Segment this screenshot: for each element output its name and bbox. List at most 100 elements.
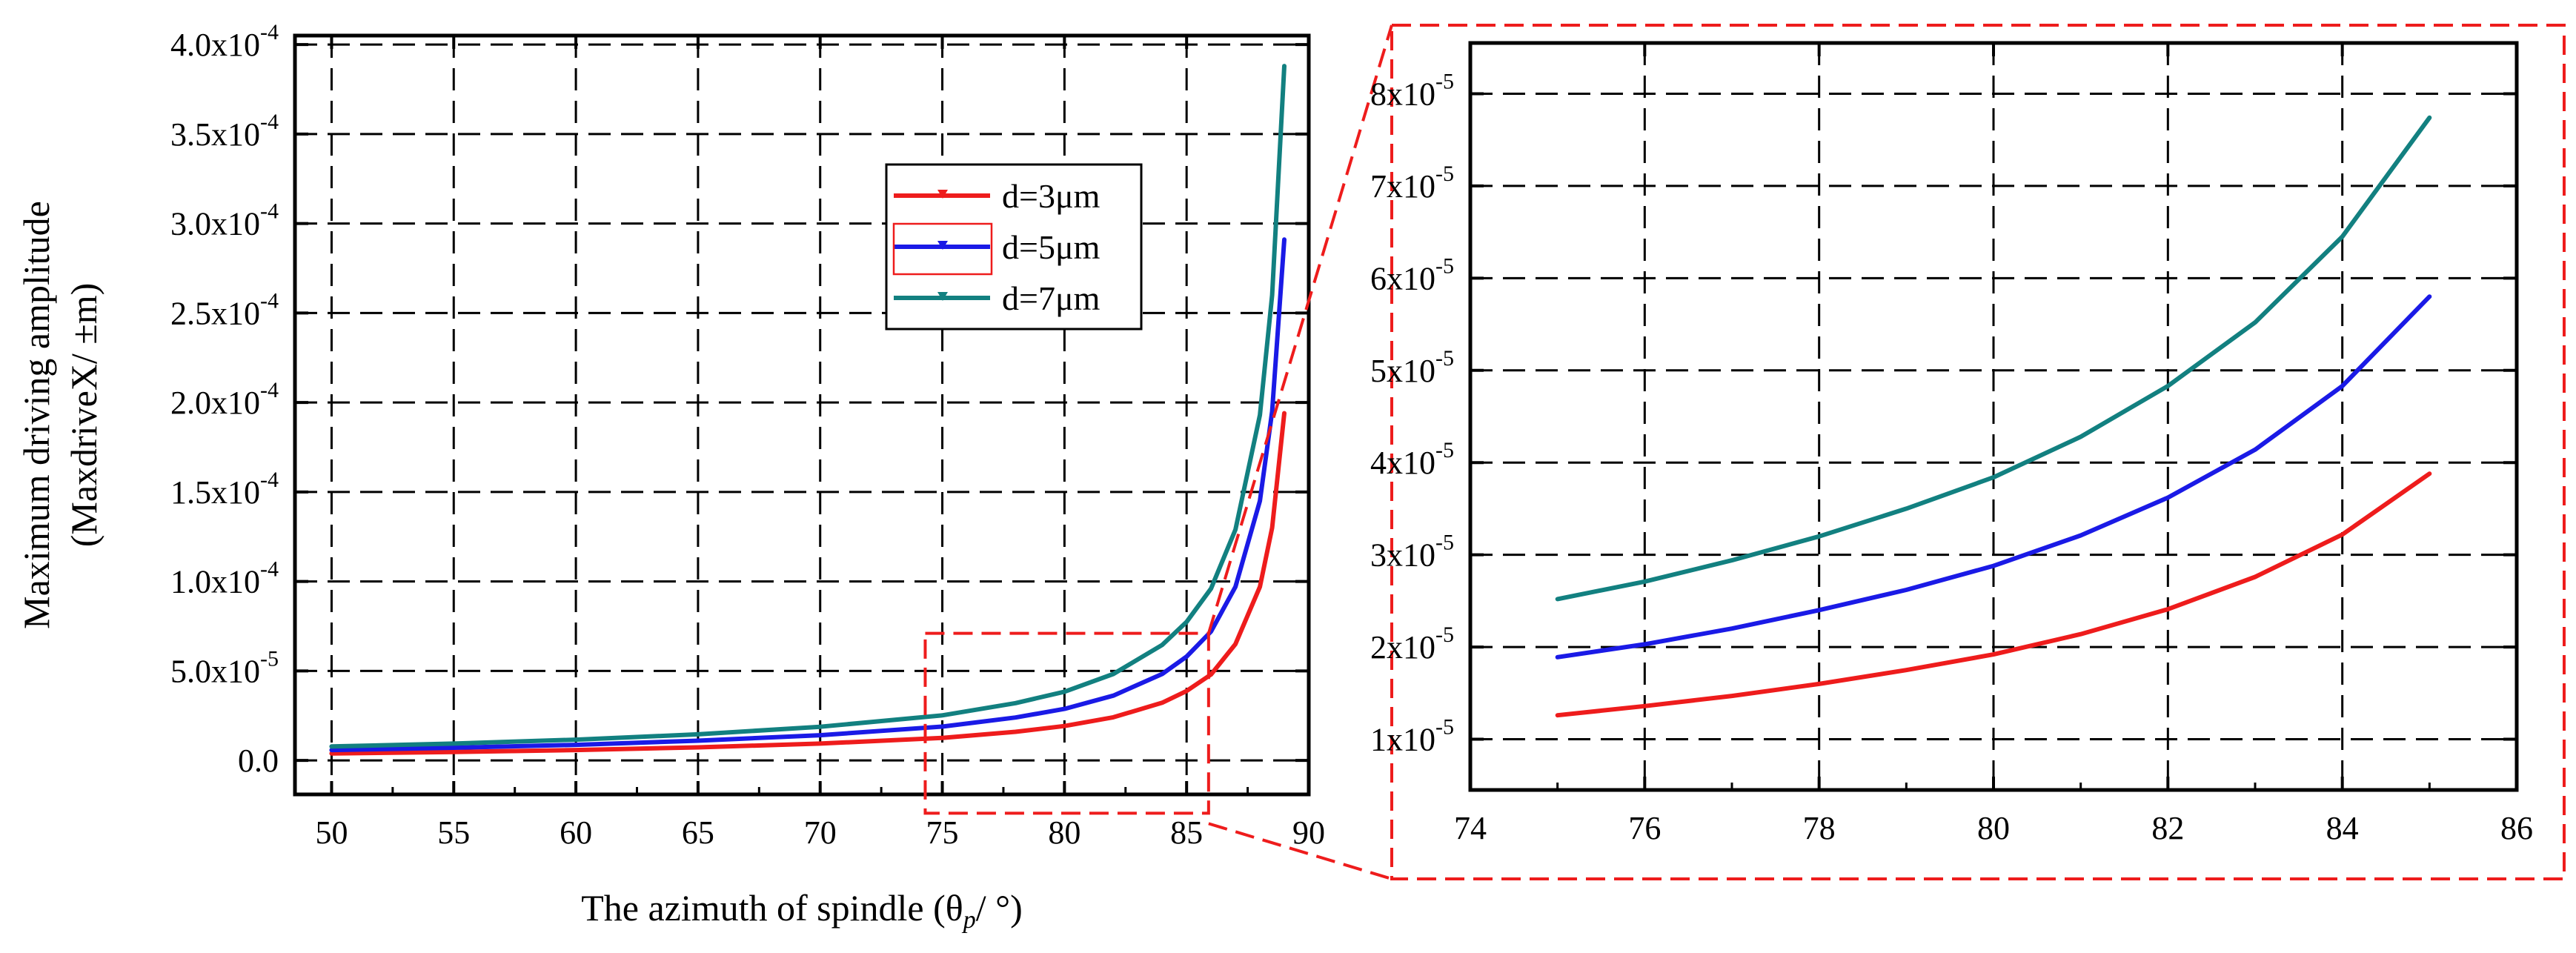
x-tick-label: 80 — [1048, 814, 1080, 851]
legend-marker-d7 — [937, 292, 948, 301]
y-tick-exponent: -5 — [260, 646, 279, 671]
series-line-d7 — [329, 64, 1287, 749]
y-tick-mantissa: 5.0x10 — [170, 653, 260, 689]
y-tick-exponent: -5 — [1435, 438, 1454, 462]
x-tick-label: 80 — [1977, 810, 2010, 846]
y-tick-exponent: -5 — [1435, 622, 1454, 647]
x-tick-label: 90 — [1292, 814, 1325, 851]
inset-frame — [1390, 24, 2566, 880]
main-grid — [295, 36, 1309, 794]
x-tick-label: 74 — [1454, 810, 1487, 846]
zoom-connector-bottom — [1208, 822, 1392, 880]
main-x-axis-title: The azimuth of spindle (θp/ °) — [581, 887, 1023, 934]
y-tick-label: 2.0x10-4 — [170, 378, 279, 421]
y-tick-label: 1.0x10-4 — [170, 557, 279, 600]
y-tick-label: 4.0x10-4 — [170, 20, 279, 63]
x-tick-label: 60 — [560, 814, 592, 851]
y-tick-mantissa: 4x10 — [1370, 445, 1435, 481]
y-tick-exponent: -5 — [1435, 69, 1454, 93]
y-tick-label: 3.0x10-4 — [170, 199, 279, 242]
zoom-x-tick-labels: 74 76 78 80 82 84 86 — [1454, 810, 2533, 846]
y-tick-label: 8x10-5 — [1370, 69, 1454, 112]
y-tick-exponent: -4 — [260, 199, 279, 224]
y-tick-label: 2.5x10-4 — [170, 288, 279, 331]
y-tick-label: 3.5x10-4 — [170, 110, 279, 153]
legend-label-d7: d=7μm — [1002, 279, 1101, 317]
y-tick-label: 0.0 — [238, 743, 279, 779]
y-tick-exponent: -5 — [1435, 715, 1454, 740]
x-axis-title-subscript: p — [962, 906, 976, 934]
main-y-axis-title-line2: (MaxdriveX/ ±m) — [63, 283, 104, 548]
x-tick-label: 85 — [1170, 814, 1203, 851]
y-tick-label: 6x10-5 — [1370, 253, 1454, 296]
y-tick-exponent: -5 — [1435, 253, 1454, 278]
y-tick-label: 3x10-5 — [1370, 531, 1454, 574]
y-tick-label: 5x10-5 — [1370, 346, 1454, 389]
y-tick-exponent: -5 — [1435, 346, 1454, 371]
y-tick-mantissa: 2x10 — [1370, 629, 1435, 665]
series-line-d3 — [1555, 471, 2432, 718]
x-tick-label: 65 — [682, 814, 714, 851]
y-tick-exponent: -5 — [1435, 531, 1454, 555]
x-tick-label: 55 — [437, 814, 470, 851]
y-tick-mantissa: 2.5x10 — [170, 295, 260, 331]
zoom-grid — [1470, 43, 2517, 790]
zoom-series — [1555, 115, 2432, 718]
main-y-tick-labels: 0.05.0x10-51.0x10-41.5x10-42.0x10-42.5x1… — [170, 20, 279, 779]
y-tick-mantissa: 5x10 — [1370, 353, 1435, 389]
x-tick-label: 70 — [804, 814, 837, 851]
zoom-ticks — [1469, 43, 2518, 790]
y-tick-mantissa: 3.5x10 — [170, 116, 260, 153]
series-line-d5 — [329, 237, 1287, 753]
y-tick-mantissa: 8x10 — [1370, 76, 1435, 112]
series-line-d3 — [329, 411, 1287, 756]
x-tick-label: 82 — [2151, 810, 2184, 846]
legend-marker-d3 — [937, 190, 948, 199]
zoom-region-box — [923, 631, 1210, 815]
main-x-tick-labels: 50 55 60 65 70 75 80 85 90 — [315, 814, 1325, 851]
legend-label-d3: d=3μm — [1002, 177, 1101, 215]
x-tick-label: 84 — [2326, 810, 2359, 846]
legend-label-d5: d=5μm — [1002, 228, 1101, 266]
y-tick-mantissa: 6x10 — [1370, 260, 1435, 296]
y-tick-mantissa: 1x10 — [1370, 722, 1435, 758]
x-tick-label: 78 — [1803, 810, 1836, 846]
zoom-marker — [923, 24, 2566, 880]
y-tick-mantissa: 3.0x10 — [170, 206, 260, 242]
legend: d=3μm d=5μm d=7μm — [885, 163, 1143, 331]
y-tick-exponent: -4 — [260, 468, 279, 492]
y-tick-mantissa: 4.0x10 — [170, 27, 260, 63]
y-tick-label: 7x10-5 — [1370, 162, 1454, 205]
y-tick-exponent: -4 — [260, 110, 279, 134]
y-tick-mantissa: 1.0x10 — [170, 564, 260, 600]
y-tick-label: 2x10-5 — [1370, 622, 1454, 665]
y-tick-mantissa: 7x10 — [1370, 168, 1435, 205]
y-tick-label: 5.0x10-5 — [170, 646, 279, 689]
x-tick-label: 50 — [315, 814, 348, 851]
y-tick-exponent: -4 — [260, 378, 279, 402]
x-axis-title-tail: / °) — [976, 887, 1023, 929]
zoom-y-tick-labels: 1x10-52x10-53x10-54x10-55x10-56x10-57x10… — [1370, 69, 1454, 757]
y-tick-exponent: -4 — [260, 557, 279, 582]
y-tick-exponent: -4 — [260, 20, 279, 44]
legend-highlight-box — [892, 222, 993, 276]
y-tick-label: 1.5x10-4 — [170, 468, 279, 511]
x-tick-label: 76 — [1628, 810, 1661, 846]
y-tick-mantissa: 2.0x10 — [170, 385, 260, 421]
main-plot-frame — [293, 33, 1311, 797]
y-tick-mantissa: 0.0 — [238, 743, 279, 779]
series-line-d7 — [1555, 115, 2432, 602]
main-ticks — [295, 36, 1310, 794]
legend-marker-d5 — [937, 241, 948, 250]
y-tick-label: 1x10-5 — [1370, 715, 1454, 758]
y-tick-exponent: -5 — [1435, 162, 1454, 186]
x-tick-label: 86 — [2500, 810, 2533, 846]
zoom-connector-top — [1206, 24, 1393, 634]
main-y-axis-title-line1: Maximum driving amplitude — [16, 201, 57, 629]
y-tick-mantissa: 1.5x10 — [170, 474, 260, 511]
y-tick-exponent: -4 — [260, 288, 279, 313]
y-tick-label: 4x10-5 — [1370, 438, 1454, 481]
main-series — [329, 64, 1287, 756]
y-tick-mantissa: 3x10 — [1370, 537, 1435, 574]
